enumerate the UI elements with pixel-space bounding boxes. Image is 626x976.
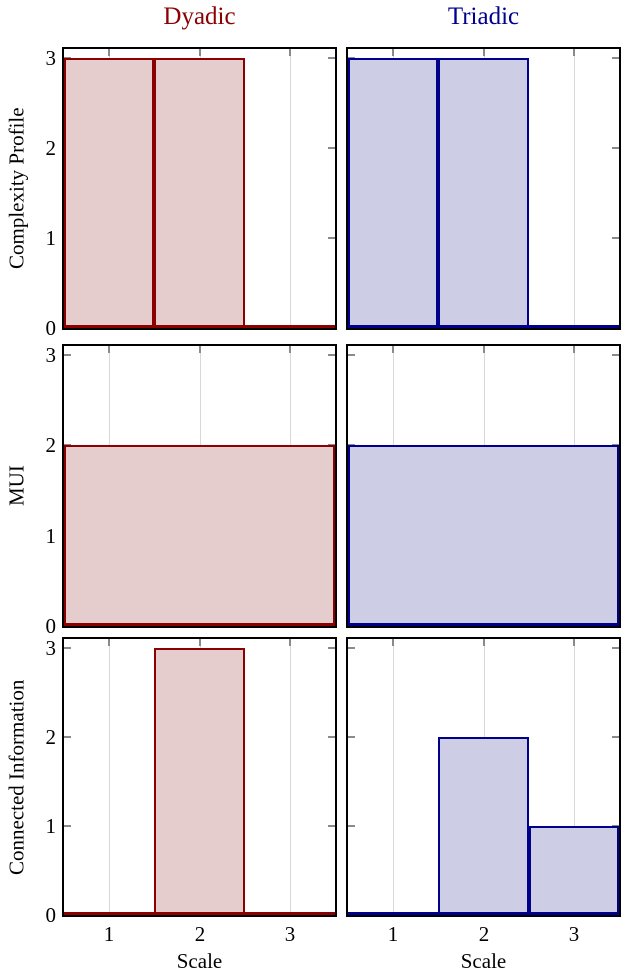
y-tick-mark [328, 647, 335, 649]
subplot-complexity-profile-dyadic [62, 47, 337, 330]
y-tick-label: 2 [45, 136, 57, 160]
y-tick-mark [64, 647, 71, 649]
gridline-x3 [574, 49, 575, 328]
y-tick-label: 1 [45, 226, 57, 250]
x-tick-mark [392, 346, 394, 353]
subplot-mui-triadic [346, 344, 621, 628]
x-tick-mark [483, 49, 485, 56]
zero-line [348, 325, 619, 328]
x-tick-mark [573, 49, 575, 56]
subplot-mui-dyadic [62, 344, 337, 628]
zero-line [64, 623, 335, 626]
y-tick-label: 0 [45, 614, 57, 638]
bar-triadic-x2.5-3.5 [529, 826, 619, 915]
gridline-x1 [393, 639, 394, 915]
y-tick-mark [612, 237, 619, 239]
bar-dyadic-x0.5-1.5 [64, 58, 154, 328]
gridline-x3 [290, 49, 291, 328]
y-tick-label: 3 [45, 636, 57, 660]
y-axis-label-mui: MUI [4, 465, 29, 507]
x-tick-mark [483, 639, 485, 646]
x-tick-label: 3 [568, 922, 580, 946]
x-tick-mark [108, 49, 110, 56]
y-tick-mark [328, 354, 335, 356]
bar-dyadic-x0.5-3.5 [64, 445, 335, 626]
y-tick-mark [348, 647, 355, 649]
x-tick-mark [483, 346, 485, 353]
y-tick-label: 1 [45, 814, 57, 838]
bar-dyadic-x1.5-2.5 [154, 648, 245, 915]
y-tick-mark [612, 736, 619, 738]
subplot-complexity-profile-triadic [346, 47, 621, 330]
y-tick-mark [64, 354, 71, 356]
x-tick-mark [289, 49, 291, 56]
column-title-triadic: Triadic [447, 3, 520, 30]
x-tick-mark [199, 346, 201, 353]
x-tick-label: 2 [194, 922, 206, 946]
y-tick-label: 3 [45, 343, 57, 367]
column-title-dyadic: Dyadic [163, 3, 236, 30]
y-tick-mark [328, 147, 335, 149]
y-tick-mark [328, 736, 335, 738]
y-tick-mark [348, 825, 355, 827]
zero-line [348, 623, 619, 626]
zero-line [64, 912, 335, 915]
x-axis-label-scale-right: Scale [460, 949, 507, 973]
y-tick-mark [64, 736, 71, 738]
zero-line [348, 912, 619, 915]
y-tick-label: 0 [45, 316, 57, 340]
gridline-x3 [290, 639, 291, 915]
y-tick-mark [612, 57, 619, 59]
x-tick-mark [573, 639, 575, 646]
x-tick-mark [289, 639, 291, 646]
y-tick-mark [348, 736, 355, 738]
x-tick-mark [289, 346, 291, 353]
y-tick-mark [612, 354, 619, 356]
gridline-x3 [574, 639, 575, 915]
y-tick-label: 2 [45, 433, 57, 457]
y-tick-mark [612, 147, 619, 149]
x-tick-mark [392, 49, 394, 56]
subplot-connected-information-triadic [346, 637, 621, 917]
subplot-connected-information-dyadic [62, 637, 337, 917]
x-tick-label: 1 [387, 922, 399, 946]
y-tick-mark [612, 647, 619, 649]
bar-triadic-x1.5-2.5 [438, 58, 529, 328]
y-tick-label: 2 [45, 725, 57, 749]
x-tick-mark [199, 49, 201, 56]
x-tick-mark [573, 346, 575, 353]
bar-triadic-x0.5-1.5 [348, 58, 438, 328]
y-axis-label-connected-information: Connected Information [4, 679, 29, 875]
x-tick-label: 2 [478, 922, 490, 946]
zero-line [64, 325, 335, 328]
bar-dyadic-x1.5-2.5 [154, 58, 245, 328]
y-tick-mark [328, 825, 335, 827]
bar-triadic-x0.5-3.5 [348, 445, 619, 626]
x-axis-label-scale-left: Scale [176, 949, 223, 973]
x-tick-mark [392, 639, 394, 646]
x-tick-label: 1 [103, 922, 115, 946]
y-tick-mark [328, 237, 335, 239]
y-axis-label-complexity-profile: Complexity Profile [4, 107, 29, 270]
y-tick-mark [328, 57, 335, 59]
y-tick-mark [348, 354, 355, 356]
y-tick-mark [64, 825, 71, 827]
y-tick-label: 0 [45, 903, 57, 927]
gridline-x1 [109, 639, 110, 915]
x-tick-mark [108, 346, 110, 353]
bar-triadic-x1.5-2.5 [438, 737, 529, 915]
y-tick-label: 1 [45, 524, 57, 548]
x-tick-mark [108, 639, 110, 646]
x-tick-mark [199, 639, 201, 646]
x-tick-label: 3 [284, 922, 296, 946]
y-tick-label: 3 [45, 46, 57, 70]
